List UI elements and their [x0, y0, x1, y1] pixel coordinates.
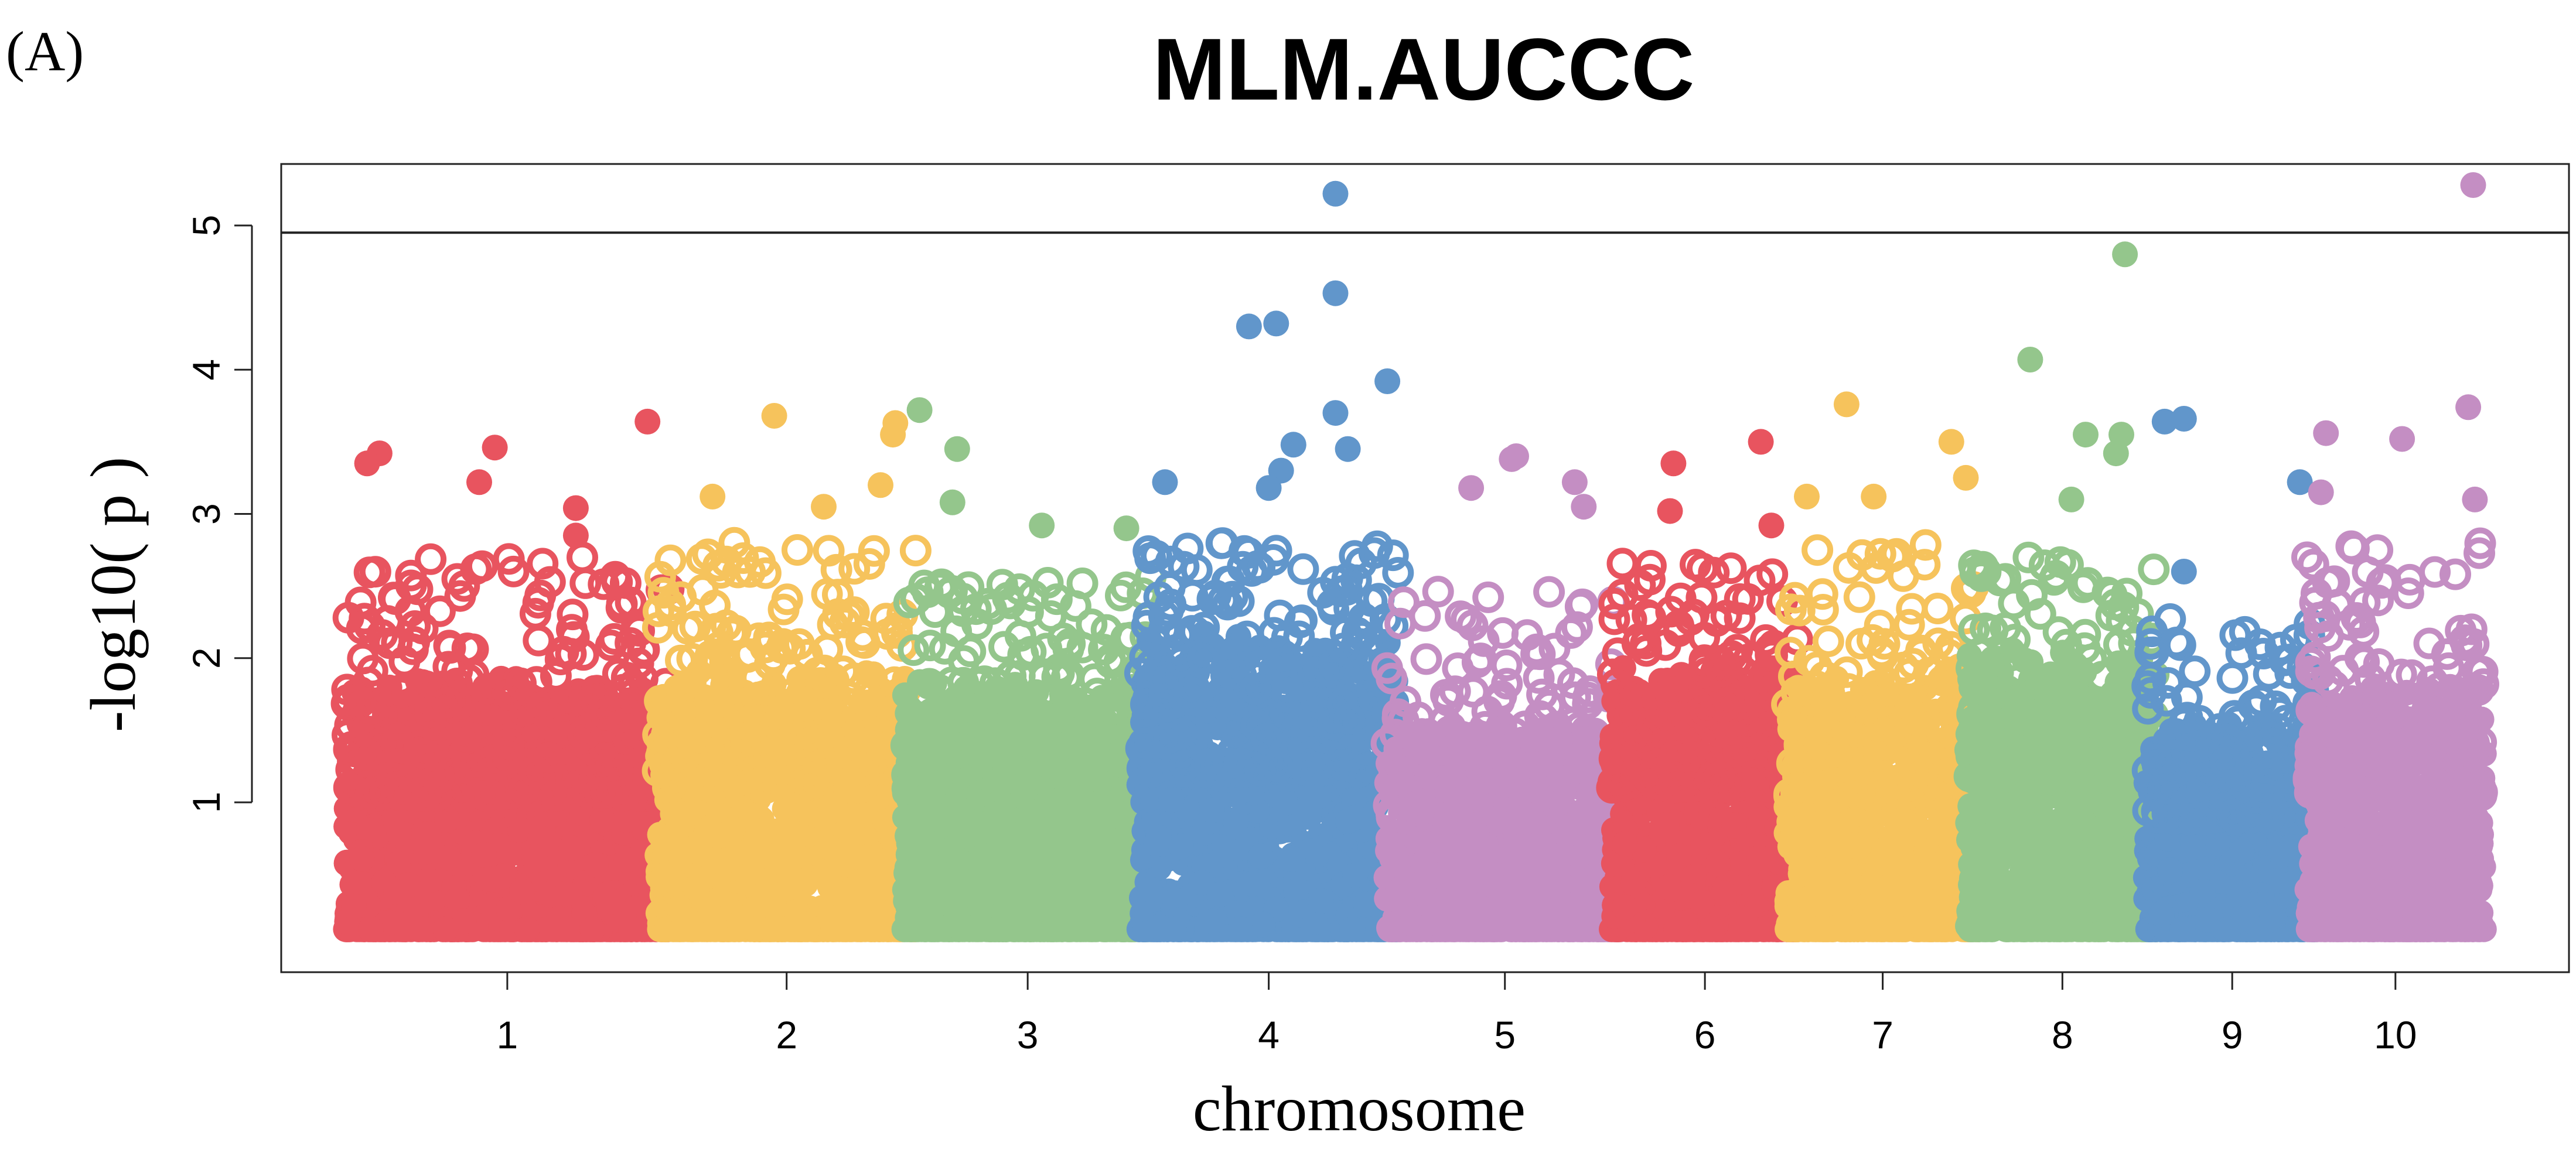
snp-point	[789, 916, 815, 942]
snp-point	[750, 890, 777, 915]
snp-point	[1161, 916, 1187, 942]
snp-point	[1343, 804, 1369, 830]
snp-point	[661, 869, 688, 895]
snp-point	[599, 888, 626, 915]
snp-point	[1382, 557, 1414, 589]
snp-point	[905, 830, 931, 856]
snp-point	[583, 852, 609, 878]
snp-point	[1009, 884, 1036, 910]
snp-point	[1207, 881, 1233, 908]
snp-point	[432, 916, 459, 942]
snp-point	[567, 541, 598, 573]
snp-point	[1248, 843, 1274, 869]
snp-point	[509, 878, 535, 904]
snp-point	[1342, 863, 1369, 888]
snp-point	[1212, 837, 1238, 863]
snp-point	[618, 916, 644, 942]
snp-point	[936, 811, 963, 837]
snp-point	[1200, 908, 1226, 935]
snp-point	[978, 874, 1004, 901]
snp-point	[820, 916, 847, 942]
snp-point	[1240, 871, 1265, 897]
snp-point	[558, 835, 585, 862]
snp-point	[840, 802, 866, 828]
snp-point	[579, 916, 606, 942]
snp-point	[408, 916, 434, 942]
snp-point	[357, 916, 384, 942]
snp-point	[964, 916, 990, 942]
snp-point	[702, 905, 728, 931]
snp-point	[1137, 876, 1164, 902]
snp-point	[993, 916, 1019, 942]
snp-point	[1227, 916, 1253, 942]
snp-point	[1158, 787, 1185, 813]
snp-point	[1143, 831, 1169, 857]
snp-point	[554, 881, 580, 907]
snp-point	[341, 893, 367, 919]
snp-point	[1049, 916, 1076, 942]
snp-point	[854, 885, 881, 911]
snp-point	[746, 833, 772, 860]
snp-point	[921, 916, 947, 942]
snp-point	[864, 909, 890, 935]
snp-point	[675, 908, 701, 935]
snp-point	[675, 801, 702, 828]
snp-point	[776, 864, 803, 891]
snp-point	[413, 839, 439, 865]
snp-point	[1168, 833, 1194, 860]
snp-point	[523, 624, 555, 657]
snp-point	[514, 916, 540, 942]
snp-point	[930, 885, 957, 911]
snp-point	[1280, 846, 1306, 872]
snp-point	[349, 846, 376, 872]
snp-point	[1308, 888, 1334, 914]
snp-point	[900, 870, 927, 896]
snp-point	[946, 847, 973, 873]
panel-label: (A)	[6, 20, 84, 83]
snp-point	[726, 910, 753, 936]
snp-points	[330, 172, 2499, 942]
snp-point	[821, 879, 848, 905]
snp-point	[613, 847, 640, 873]
snp-point	[435, 845, 462, 871]
snp-point	[1199, 797, 1225, 823]
snp-point	[522, 847, 548, 873]
snp-point	[668, 845, 694, 871]
snp-point	[471, 842, 497, 868]
snp-point	[346, 870, 373, 896]
snp-point	[1250, 911, 1276, 938]
snp-point	[1339, 916, 1366, 942]
snp-point	[832, 846, 858, 872]
snp-point	[355, 817, 381, 843]
snp-point	[899, 535, 932, 567]
snp-point	[1056, 835, 1082, 861]
snp-point	[698, 818, 725, 844]
snp-point	[1272, 790, 1298, 816]
snp-point	[383, 878, 410, 905]
chart-title: MLM.AUCCC	[1153, 20, 1695, 118]
snp-point	[444, 887, 470, 913]
snp-point	[475, 866, 501, 892]
snp-point	[898, 916, 924, 942]
snp-point	[782, 534, 813, 566]
